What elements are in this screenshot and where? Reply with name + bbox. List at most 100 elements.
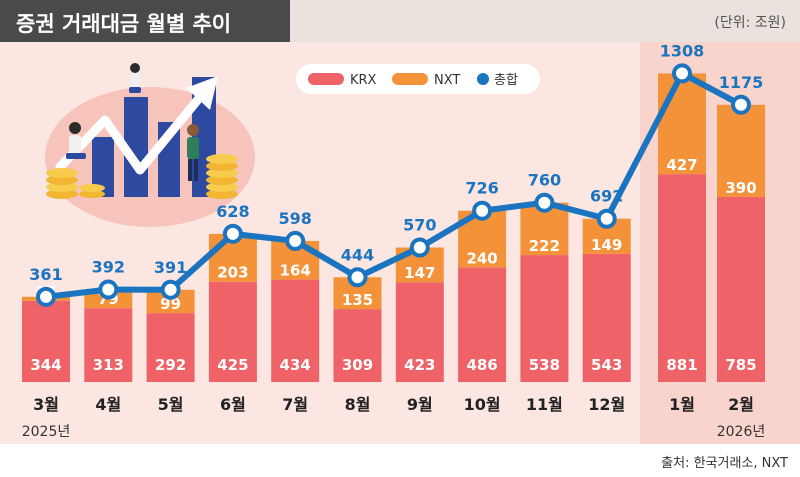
bars: 3441731379292994252034341643091354231474… [22,73,765,382]
x-tick-label: 3월 [33,395,59,414]
total-point [285,230,306,251]
legend-label-nxt: NXT [434,73,460,88]
x-tick-label: 6월 [220,395,246,414]
x-tick-label: 12월 [588,395,625,414]
data-label-nxt: 99 [160,295,181,313]
x-tick-label: 7월 [282,395,308,414]
title-bar: 증권 거래대금 월별 추이 (단위: 조원) [0,0,800,42]
total-line [43,70,744,300]
data-label-krx: 538 [529,356,560,374]
total-point [472,200,493,221]
chart-title: 증권 거래대금 월별 추이 [16,12,232,36]
total-point [534,192,555,213]
data-label-total: 444 [341,245,374,264]
data-label-total: 628 [216,202,249,221]
legend-label-total: 총합 [494,73,518,88]
bar-krx [208,281,257,382]
bar-krx [271,279,320,382]
data-label-nxt: 164 [280,262,311,280]
source-note: 출처: 한국거래소, NXT [661,456,788,471]
unit-label: (단위: 조원) [714,15,786,31]
illustration-bar-icon [92,137,114,197]
total-point [731,94,751,115]
data-label-nxt: 222 [529,237,560,255]
data-label-nxt: 240 [466,249,497,267]
bar-krx [333,309,382,382]
bar-krx [146,313,195,382]
data-label-total: 598 [278,209,311,228]
bar-nxt [146,289,195,314]
total-point [98,279,119,300]
year-label: 2026년 [717,424,766,440]
data-label-krx: 309 [342,356,373,374]
data-label-krx: 423 [404,356,435,374]
data-label-total: 570 [403,216,436,235]
data-label-nxt: 203 [217,264,248,282]
total-point [409,237,430,258]
coin-stack-icon [46,154,238,199]
legend-label-krx: KRX [350,73,377,88]
x-tick-label: 10월 [464,395,501,414]
person-sitting-icon [66,122,86,159]
legend-swatch-krx [308,73,344,85]
bar-krx [22,300,70,382]
data-label-nxt: 149 [591,236,622,254]
total-point [160,279,181,300]
bar-krx [458,267,507,382]
rising-arrow-icon [55,92,205,175]
total-point [347,267,368,288]
arrow-head-icon [186,76,218,110]
bar-krx [84,308,133,382]
bar-krx [395,282,444,382]
data-label-nxt: 427 [666,156,697,174]
person-standing-icon [187,124,199,181]
data-label-total: 1308 [660,42,705,60]
data-label-krx: 313 [93,356,124,374]
data-label-nxt: 147 [404,264,435,282]
person-on-bar-icon [129,63,141,93]
year-label: 2025년 [22,424,71,440]
data-label-krx: 425 [217,356,248,374]
x-tick-label: 8월 [345,395,371,414]
data-label-krx: 486 [466,356,497,374]
data-label-krx: 344 [30,356,61,374]
data-label-krx: 785 [725,356,756,374]
data-label-total: 1175 [719,73,764,92]
title-accent [0,0,290,42]
data-label-krx: 434 [280,356,311,374]
x-tick-label: 9월 [407,395,433,414]
x-tick-label: 1월 [669,395,695,414]
data-label-krx: 292 [155,356,186,374]
data-label-krx: 881 [666,356,697,374]
legend-swatch-nxt [392,73,428,85]
legend: KRX NXT 총합 [296,64,540,94]
illustration [45,63,255,227]
data-label-total: 391 [154,258,187,277]
bar-krx [582,253,631,382]
x-tick-label: 2월 [728,395,754,414]
data-label-total: 392 [92,258,125,277]
bar-krx [717,196,765,382]
total-point [222,223,243,244]
data-label-total: 692 [590,187,623,206]
legend-marker-total [477,73,489,85]
total-point [672,63,692,84]
x-tick-label: 4월 [95,395,121,414]
bar-nxt [717,104,765,197]
data-label-krx: 543 [591,356,622,374]
bar-nxt [658,73,706,175]
bar-krx [658,174,706,382]
total-point [36,286,56,307]
x-tick-label: 5월 [158,395,184,414]
bar-krx [520,255,569,382]
data-label-total: 760 [528,171,561,190]
data-label-total: 726 [465,179,498,198]
data-label-total: 361 [29,265,62,284]
total-line-layer: 361 392 391 628 598 444 570 726 760 692 1308 1175 [29,42,764,307]
total-point [596,208,617,229]
data-label-nxt: 390 [725,179,756,197]
chart: KRX NXT 총합 34417313792929942520343416430… [0,42,800,444]
x-axis: 3월 4월 5월 6월 7월 8월 9월 10월 11월 12월 1월 2월 2025년 2026년 [22,395,766,440]
x-tick-label: 11월 [526,395,563,414]
